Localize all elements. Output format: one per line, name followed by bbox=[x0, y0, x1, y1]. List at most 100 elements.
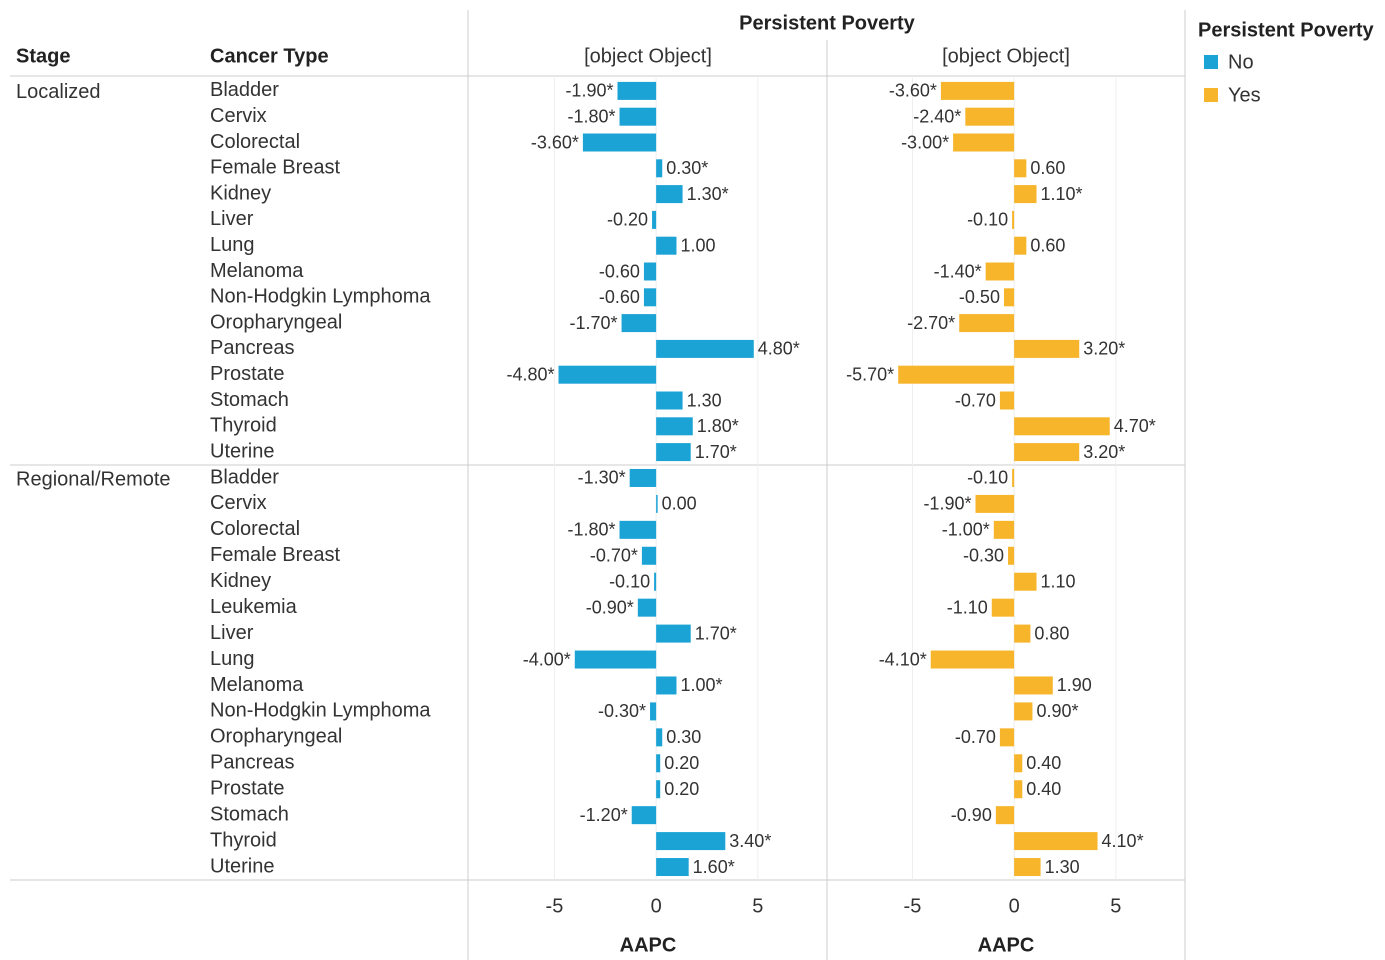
category-label: Colorectal bbox=[210, 518, 300, 540]
bar bbox=[1014, 185, 1037, 204]
value-label: 0.20 bbox=[664, 753, 699, 773]
value-label: 1.00 bbox=[680, 235, 715, 255]
category-label: Non-Hodgkin Lymphoma bbox=[210, 286, 431, 308]
bar bbox=[656, 780, 661, 799]
bar bbox=[621, 314, 657, 333]
bar bbox=[558, 365, 657, 384]
bar bbox=[985, 262, 1015, 281]
value-label: 1.30* bbox=[687, 184, 729, 204]
bar bbox=[656, 494, 658, 513]
value-label: -4.10* bbox=[879, 649, 927, 669]
value-label: -4.00* bbox=[523, 649, 571, 669]
value-label: 1.80* bbox=[697, 416, 739, 436]
panel-header: [object Object] bbox=[584, 45, 712, 67]
row-header: Cancer Type bbox=[210, 45, 329, 67]
category-label: Thyroid bbox=[210, 415, 277, 437]
x-tick-label: -5 bbox=[904, 895, 922, 917]
bar bbox=[953, 133, 1015, 152]
x-tick-label: 5 bbox=[1110, 895, 1121, 917]
value-label: 0.60 bbox=[1030, 158, 1065, 178]
value-label: 3.20* bbox=[1083, 339, 1125, 359]
value-label: 4.10* bbox=[1102, 831, 1144, 851]
category-label: Female Breast bbox=[210, 544, 340, 566]
bar bbox=[1014, 702, 1033, 721]
bar bbox=[898, 365, 1015, 384]
x-tick-label: 0 bbox=[651, 895, 662, 917]
category-label: Colorectal bbox=[210, 131, 300, 153]
value-label: -1.10 bbox=[947, 597, 988, 617]
category-label: Liver bbox=[210, 208, 254, 230]
bar bbox=[1003, 288, 1015, 307]
bar bbox=[1014, 624, 1031, 643]
x-axis-label: AAPC bbox=[978, 934, 1035, 956]
value-label: -2.40* bbox=[913, 106, 961, 126]
value-label: 1.90 bbox=[1057, 675, 1092, 695]
bar bbox=[940, 81, 1015, 100]
legend-title: Persistent Poverty bbox=[1198, 19, 1375, 41]
x-tick-label: 5 bbox=[752, 895, 763, 917]
value-label: -0.70* bbox=[590, 546, 638, 566]
bar bbox=[582, 133, 657, 152]
value-label: -1.70* bbox=[570, 313, 618, 333]
row-header: Stage bbox=[16, 45, 70, 67]
category-label: Leukemia bbox=[210, 596, 298, 618]
value-label: -0.30* bbox=[598, 701, 646, 721]
bar bbox=[619, 107, 657, 126]
bar bbox=[643, 288, 657, 307]
value-label: 4.70* bbox=[1114, 416, 1156, 436]
bar bbox=[574, 650, 657, 669]
value-label: -2.70* bbox=[907, 313, 955, 333]
legend-label: No bbox=[1228, 51, 1254, 73]
stage-label: Regional/Remote bbox=[16, 468, 171, 490]
value-label: -0.60 bbox=[599, 261, 640, 281]
value-label: -0.30 bbox=[963, 546, 1004, 566]
category-label: Prostate bbox=[210, 363, 284, 385]
category-label: Cervix bbox=[210, 492, 267, 514]
value-label: 1.70* bbox=[695, 442, 737, 462]
category-label: Pancreas bbox=[210, 337, 295, 359]
bar bbox=[991, 598, 1015, 617]
value-label: 0.80 bbox=[1034, 623, 1069, 643]
value-label: -1.90* bbox=[923, 494, 971, 514]
panel-header: [object Object] bbox=[942, 45, 1070, 67]
x-tick-label: -5 bbox=[546, 895, 564, 917]
category-label: Oropharyngeal bbox=[210, 726, 342, 748]
category-label: Uterine bbox=[210, 440, 274, 462]
value-label: -1.00* bbox=[942, 520, 990, 540]
category-label: Non-Hodgkin Lymphoma bbox=[210, 700, 431, 722]
bar bbox=[656, 417, 693, 436]
category-label: Melanoma bbox=[210, 674, 304, 696]
value-label: -1.90* bbox=[565, 81, 613, 101]
category-label: Lung bbox=[210, 648, 255, 670]
bar bbox=[656, 832, 726, 851]
value-label: -0.60 bbox=[599, 287, 640, 307]
bar bbox=[643, 262, 657, 281]
bar bbox=[656, 728, 663, 747]
value-label: 1.30 bbox=[1045, 857, 1080, 877]
value-label: -1.20* bbox=[580, 805, 628, 825]
bar bbox=[999, 728, 1015, 747]
category-label: Stomach bbox=[210, 389, 289, 411]
value-label: 0.40 bbox=[1026, 779, 1061, 799]
value-label: 0.90* bbox=[1036, 701, 1078, 721]
value-label: -0.10 bbox=[967, 468, 1008, 488]
value-label: 0.60 bbox=[1030, 235, 1065, 255]
bar bbox=[631, 806, 657, 825]
category-label: Bladder bbox=[210, 79, 279, 101]
category-label: Female Breast bbox=[210, 157, 340, 179]
bar bbox=[656, 676, 677, 695]
value-label: 1.00* bbox=[680, 675, 722, 695]
bar bbox=[1014, 443, 1080, 462]
bar bbox=[1014, 236, 1027, 255]
value-label: -5.70* bbox=[846, 364, 894, 384]
value-label: -0.20 bbox=[607, 210, 648, 230]
category-label: Oropharyngeal bbox=[210, 311, 342, 333]
bar bbox=[656, 858, 689, 877]
value-label: 0.40 bbox=[1026, 753, 1061, 773]
bar bbox=[1014, 754, 1023, 773]
bar bbox=[617, 81, 657, 100]
bar bbox=[975, 494, 1015, 513]
value-label: 1.30 bbox=[687, 390, 722, 410]
bar bbox=[959, 314, 1015, 333]
